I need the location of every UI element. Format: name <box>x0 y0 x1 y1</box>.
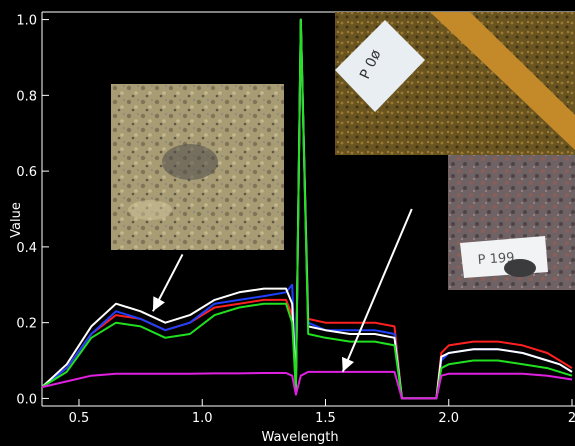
y-tick-label: 0.8 <box>16 89 37 104</box>
axis-ticks: 0.5 1.0 1.5 2.0 2 0.0 0.2 0.4 0.6 0.8 1.0 <box>16 14 575 426</box>
annotation-arrows <box>152 208 413 373</box>
x-tick-label: 2 <box>568 411 575 426</box>
annotation-arrow-head <box>152 296 165 312</box>
x-tick-label: 1.0 <box>192 411 213 426</box>
tray-edge <box>430 12 575 150</box>
annotation-arrow-head <box>342 356 355 372</box>
x-axis-title: Wavelength <box>261 430 338 445</box>
sample-label-card <box>335 20 425 112</box>
series-layer <box>41 18 573 400</box>
y-tick-label: 0.4 <box>16 241 37 256</box>
y-tick-label: 0.2 <box>16 317 37 332</box>
annotation-arrow-shaft <box>341 208 413 373</box>
soil-photo-large <box>111 84 284 250</box>
series-line-3 <box>41 18 573 400</box>
series-line-4 <box>41 18 573 400</box>
sample-card-text: P 199 <box>477 250 515 268</box>
soil-tray-photo: P 0ø <box>335 12 575 155</box>
y-tick-label: 0.0 <box>16 392 37 407</box>
y-axis-title: Value <box>9 202 24 238</box>
x-tick-label: 1.5 <box>315 411 336 426</box>
x-tick-label: 2.0 <box>438 411 459 426</box>
y-tick-label: 0.6 <box>16 165 37 180</box>
x-tick-label: 0.5 <box>69 411 90 426</box>
soil-sample-photo: P 199 <box>448 155 575 290</box>
rock-sample <box>504 259 536 277</box>
series-line-5 <box>41 370 573 400</box>
y-tick-label: 1.0 <box>16 14 37 29</box>
